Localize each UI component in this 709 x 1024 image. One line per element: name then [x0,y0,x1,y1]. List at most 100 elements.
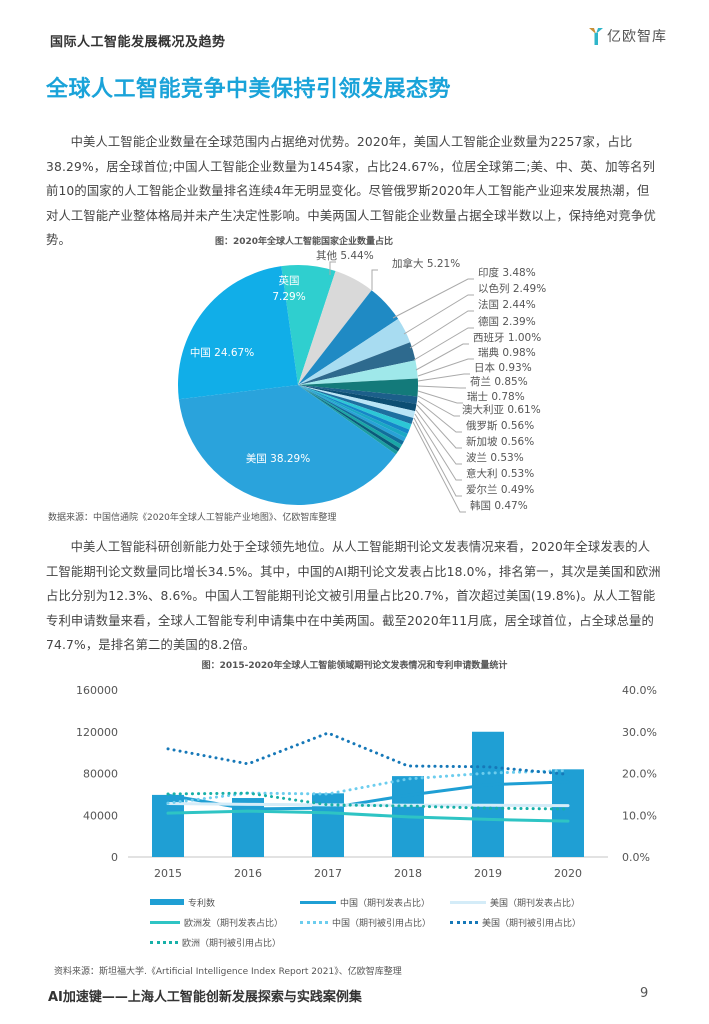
leader-line [413,327,474,361]
legend-item-china-cited: 中国（期刊被引用占比） [300,916,450,929]
pie-outer-label: 俄罗斯 0.56% [466,419,534,432]
page-title: 全球人工智能竞争中美保持引领发展态势 [46,77,452,102]
page-number: 9 [640,986,649,1001]
y-right-tick: 20.0% [622,768,657,781]
leader-line [414,413,462,481]
pie-outer-label: 瑞典 0.98% [478,346,536,359]
leader-line [417,358,474,377]
y-left-tick: 80000 [83,768,118,781]
bar [152,794,184,857]
pie-outer-label: 荷兰 0.85% [470,375,528,388]
leader-line [417,400,462,433]
figure2-caption: 图：2015-2020年全球人工智能领域期刊论文发表情况和专利申请数量统计 [201,661,508,671]
leader-line [415,409,462,465]
pie-slice [178,385,396,506]
leader-line [413,417,462,497]
pie-slice [298,385,404,445]
line-swatch-icon [150,920,180,924]
pie-outer-label: 新加坡 0.56% [466,435,534,448]
legend-item-china-pub: 中国（期刊发表占比） [300,896,450,909]
pie-slice [298,385,398,455]
series-line [166,809,570,823]
pie-outer-label: 其他 5.44% [316,249,374,262]
pie-slice [178,266,298,400]
y-right-tick: 40.0% [622,684,657,697]
legend-item-europe-cited: 欧洲（期刊被引用占比） [150,936,281,949]
figure2-source: 资料来源：斯坦福大学.《Artificial Intelligence Inde… [54,967,402,977]
pie-outer-label: 以色列 2.49% [478,282,546,295]
leader-line [417,395,460,417]
y-left-tick: 120000 [76,726,118,739]
footer-title: AI加速键——上海人工智能创新发展探索与实践案例集 [48,990,362,1005]
x-tick: 2015 [154,867,182,880]
pie-slice [298,385,416,418]
pie-slice [298,385,406,442]
legend-item-europe-pub: 欧洲发（期刊发表占比） [150,916,300,929]
pie-outer-label: 日本 0.93% [474,361,532,374]
y-left-tick: 160000 [76,684,118,697]
series-line [166,780,570,811]
dotted-swatch-icon [300,920,328,924]
leader-line [415,343,469,371]
x-tick: 2016 [234,867,262,880]
bar-swatch-icon [150,899,184,905]
pie-outer-label: 韩国 0.47% [470,499,528,512]
legend-item-us-pub: 美国（期刊发表占比） [450,896,580,909]
y-logo-icon [589,28,603,45]
section-title: 国际人工智能发展概况及趋势 [50,35,226,50]
figure1-caption: 图：2020年全球人工智能国家企业数量占比 [215,237,394,247]
leader-line [417,373,470,382]
pie-inner-label: 美国 38.29% [246,452,310,465]
brand-logo: 亿欧智库 [588,26,667,46]
pie-outer-label: 意大利 0.53% [466,467,534,480]
pie-inner-label: 中国 24.67% [190,346,254,359]
series-line [166,791,570,811]
pie-outer-label: 波兰 0.53% [466,451,524,464]
y-right-tick: 10.0% [622,809,657,822]
pie-slice [298,385,410,434]
pie-inner-label: 英国 7.29% [272,274,305,303]
leader-line [417,390,463,404]
line-swatch-icon [450,900,486,904]
y-left-tick: 40000 [83,809,118,822]
pie-slice [298,385,400,452]
pie-slice [298,342,416,385]
x-tick: 2017 [314,867,342,880]
pie-outer-label: 瑞士 0.78% [467,390,525,403]
leader-line [416,404,462,449]
x-tick: 2020 [554,867,582,880]
pie-outer-label: 爱尔兰 0.49% [466,483,534,496]
pie-outer-label: 印度 3.48% [478,266,536,279]
y-left-tick: 0 [111,851,118,864]
pie-outer-label: 德国 2.39% [478,315,536,328]
pie-slice [298,385,412,430]
leader-line [417,385,466,389]
pie-outer-label: 澳大利亚 0.61% [462,403,541,416]
legend-item-us-cited: 美国（期刊被引用占比） [450,916,581,929]
leader-line [329,261,336,275]
dotted-swatch-icon [150,940,178,944]
paragraph-1: 中美人工智能企业数量在全球范围内占据绝对优势。2020年，美国人工智能企业数量为… [46,135,656,247]
leader-line [409,310,474,349]
pie-slice [298,290,399,385]
logo-text: 亿欧智库 [607,29,667,45]
x-tick: 2018 [394,867,422,880]
pie-slice [298,385,408,438]
x-tick: 2019 [474,867,502,880]
figure1-source: 数据来源：中国信通院《2020年全球人工智能产业地图》、亿欧智库整理 [48,513,337,523]
pie-slice [298,385,417,412]
leader-line [371,269,378,290]
paragraph-2: 中美人工智能科研创新能力处于全球领先地位。从人工智能期刊论文发表情况来看，202… [46,540,661,652]
pie-slice [298,385,414,425]
pie-outer-label: 法国 2.44% [478,298,536,311]
series-line [166,731,570,776]
legend-item-patents: 专利数 [150,896,300,909]
line-swatch-icon [300,900,336,904]
pie-slice [298,378,418,397]
chart-legend: 专利数 中国（期刊发表占比） 美国（期刊发表占比） 欧洲发（期刊发表占比） 中国… [150,892,610,952]
y-right-tick: 30.0% [622,726,657,739]
pie-slice [298,271,372,385]
pie-slice [298,385,418,404]
y-right-tick: 0.0% [622,851,650,864]
